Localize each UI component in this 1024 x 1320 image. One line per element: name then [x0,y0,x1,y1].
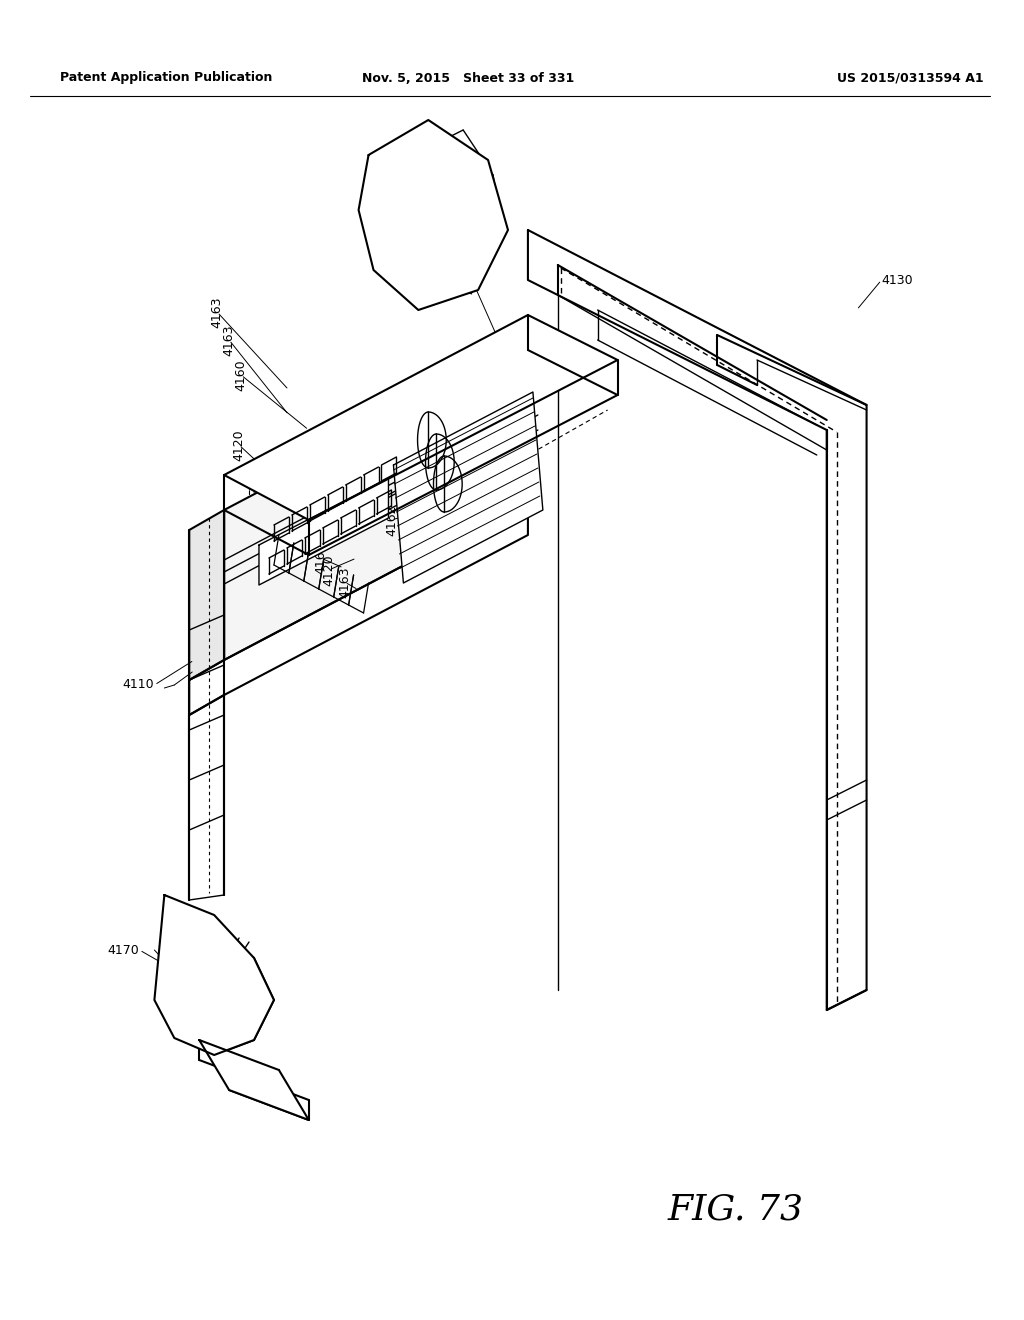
Text: 4110: 4110 [123,678,155,692]
Text: 4162: 4162 [385,504,398,536]
Polygon shape [259,478,388,585]
Text: 4120: 4120 [232,429,246,461]
Text: 4120: 4120 [323,554,335,586]
Text: 4163: 4163 [211,296,223,327]
Text: 4162: 4162 [400,432,413,463]
Text: Patent Application Publication: Patent Application Publication [59,71,272,84]
Text: US 2015/0313594 A1: US 2015/0313594 A1 [837,71,983,84]
Text: 4163: 4163 [222,325,236,356]
Text: 4163: 4163 [338,566,351,598]
Polygon shape [224,315,617,520]
Polygon shape [155,895,273,1055]
Text: 4181: 4181 [465,352,477,384]
Text: 4130: 4130 [882,273,913,286]
Polygon shape [393,392,543,583]
Text: 4180: 4180 [465,263,477,294]
Text: 4160: 4160 [234,359,248,391]
Polygon shape [189,510,224,680]
Polygon shape [189,500,528,715]
Polygon shape [200,1040,309,1119]
Polygon shape [528,230,866,1010]
Text: 4163: 4163 [314,543,328,574]
Polygon shape [358,120,508,310]
Polygon shape [224,350,528,660]
Text: FIG. 73: FIG. 73 [668,1193,804,1228]
Text: Nov. 5, 2015   Sheet 33 of 331: Nov. 5, 2015 Sheet 33 of 331 [362,71,574,84]
Text: 4163: 4163 [300,462,313,494]
Text: 4170: 4170 [108,944,139,957]
